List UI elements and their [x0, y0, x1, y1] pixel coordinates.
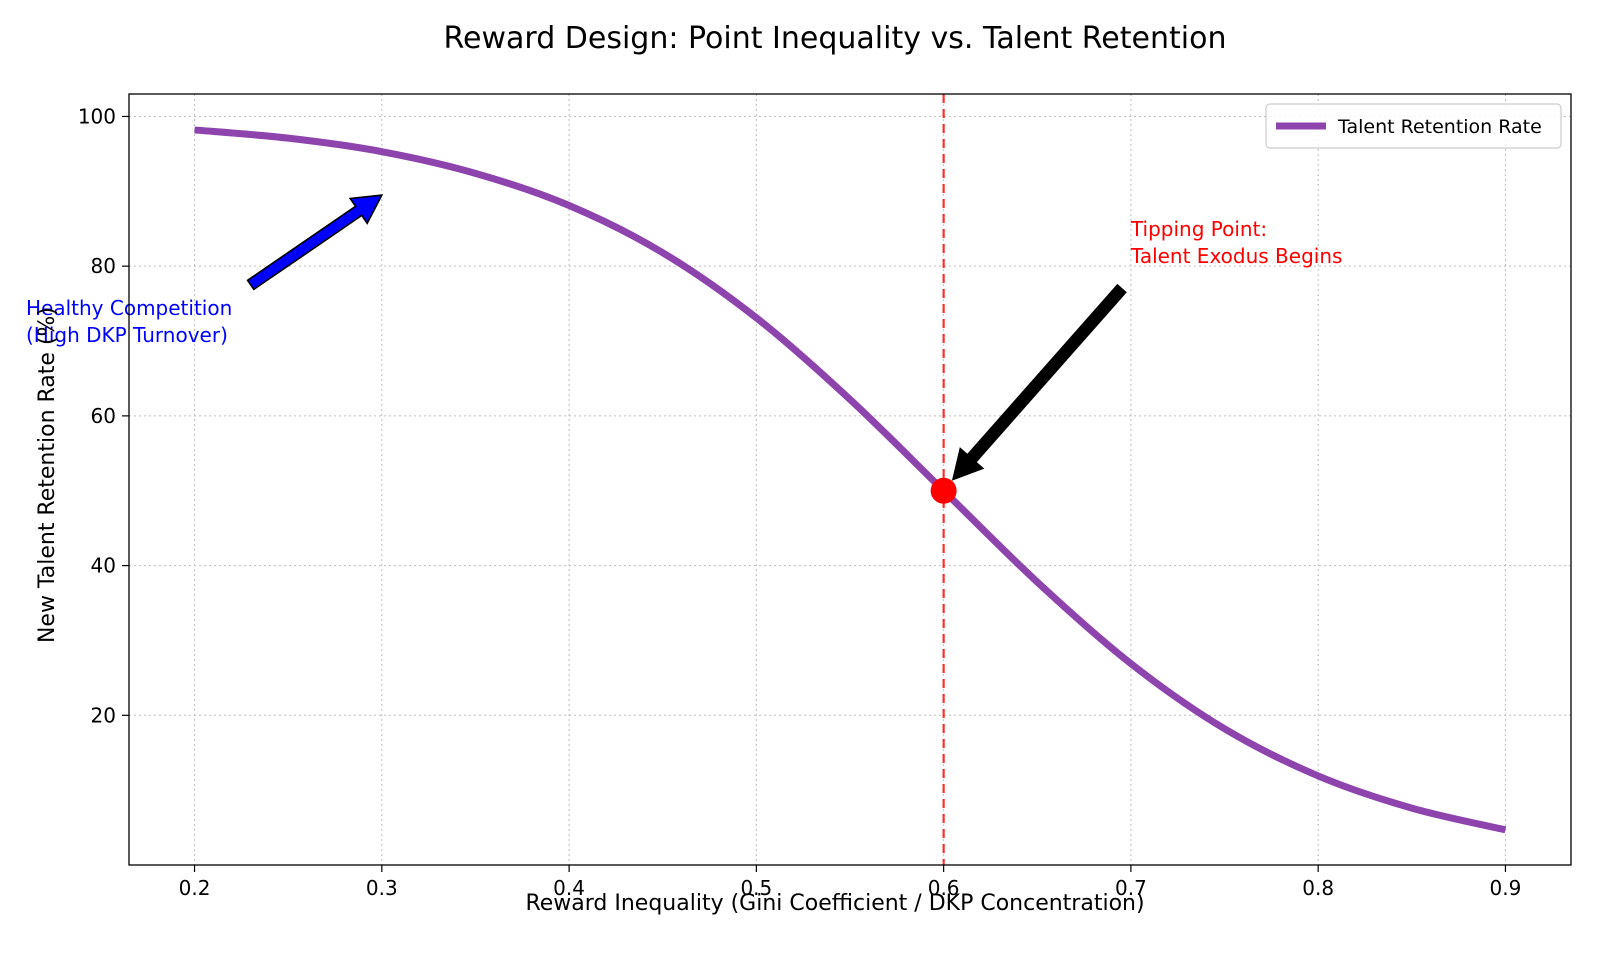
x-tick-label: 0.3 — [366, 876, 398, 900]
legend-box — [1265, 103, 1562, 149]
series-line-talent-retention-rate — [194, 126, 1507, 834]
annotation-arrow-healthy — [246, 194, 384, 291]
legend-layer: Talent Retention Rate — [1265, 103, 1562, 149]
marker-layer — [930, 477, 957, 504]
y-tick-label: 20 — [91, 703, 116, 727]
legend-label: Talent Retention Rate — [1337, 116, 1542, 138]
x-tick-label: 0.6 — [928, 876, 960, 900]
annotation-arrow-tipping — [951, 283, 1127, 481]
y-axis-label: New Talent Retention Rate (%) — [35, 307, 60, 643]
x-tick-label: 0.5 — [740, 876, 772, 900]
y-tick-label: 60 — [91, 404, 116, 428]
chart-title: Reward Design: Point Inequality vs. Tale… — [444, 21, 1227, 56]
series-layer — [194, 126, 1507, 834]
annotation-layer: Healthy Competition(High DKP Turnover)Ti… — [26, 194, 1343, 481]
x-tick-label: 0.2 — [179, 876, 211, 900]
annotation-text-tipping: Talent Exodus Begins — [1130, 244, 1343, 268]
x-tick-label: 0.8 — [1302, 876, 1334, 900]
tick-layer: 0.2 0.3 0.4 0.5 0.6 0.7 0.8 0.9 20 40 60 80 100 — [78, 104, 1522, 900]
x-tick-label: 0.7 — [1115, 876, 1147, 900]
y-tick-label: 100 — [78, 104, 116, 128]
y-tick-label: 40 — [91, 554, 116, 578]
x-axis-label: Reward Inequality (Gini Coefficient / DK… — [525, 891, 1144, 916]
y-tick-label: 80 — [91, 254, 116, 278]
plot-frame — [128, 93, 1572, 866]
annotation-text-healthy: (High DKP Turnover) — [26, 323, 228, 347]
x-tick-label: 0.4 — [553, 876, 585, 900]
grid-layer — [129, 94, 1571, 865]
x-tick-label: 0.9 — [1490, 876, 1522, 900]
annotation-text-tipping: Tipping Point: — [1130, 217, 1267, 241]
tipping-point-marker — [930, 477, 957, 504]
